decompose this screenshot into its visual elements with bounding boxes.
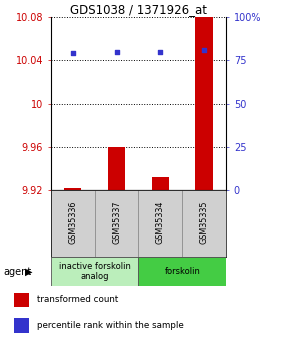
Bar [51,257,139,286]
Bar [195,17,213,190]
Text: forskolin: forskolin [164,267,200,276]
Bar [14,318,29,333]
Text: ▶: ▶ [25,267,32,277]
Bar [139,257,226,286]
Bar [51,190,95,257]
Text: GSM35335: GSM35335 [200,200,209,244]
Text: percentile rank within the sample: percentile rank within the sample [37,321,184,330]
Bar [108,147,125,190]
Bar [64,188,81,190]
Bar [139,190,182,257]
Point [114,49,119,55]
Bar [95,190,139,257]
Text: GSM35337: GSM35337 [112,200,121,244]
Text: GSM35334: GSM35334 [156,200,165,244]
Text: inactive forskolin
analog: inactive forskolin analog [59,262,130,282]
Bar [152,177,169,190]
Bar [14,293,29,307]
Title: GDS1038 / 1371926_at: GDS1038 / 1371926_at [70,3,207,16]
Bar [182,190,226,257]
Point [158,49,163,55]
Point [202,47,206,53]
Point [70,51,75,56]
Text: agent: agent [3,267,31,277]
Text: GSM35336: GSM35336 [68,200,77,244]
Text: transformed count: transformed count [37,295,119,304]
